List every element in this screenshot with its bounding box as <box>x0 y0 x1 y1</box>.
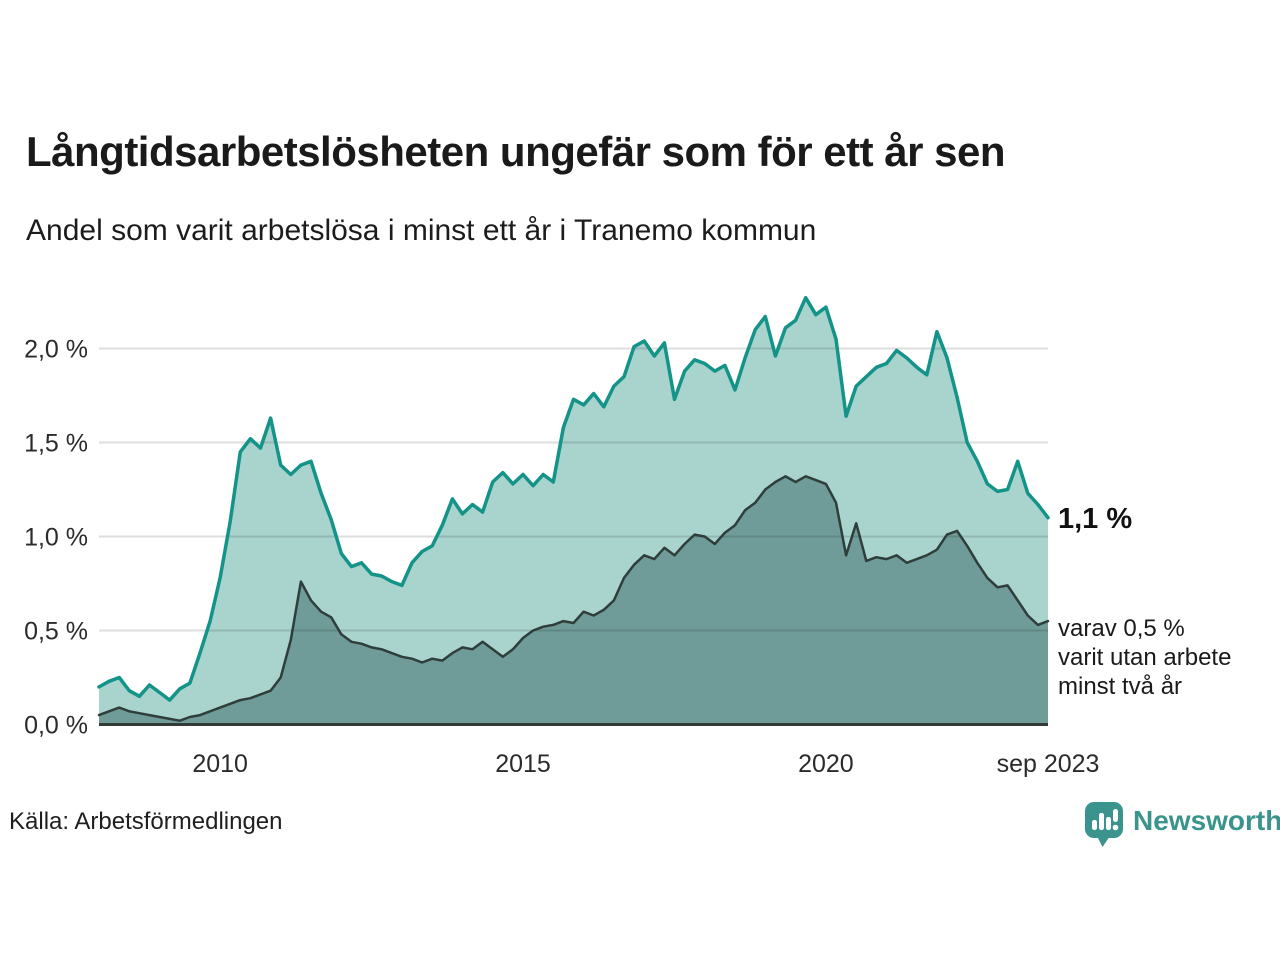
chart-title: Långtidsarbetslösheten ungefär som för e… <box>26 128 1006 175</box>
series-line-one-year <box>97 295 1050 702</box>
two-year-note: varav 0,5 % varit utan arbete minst två … <box>1058 615 1232 700</box>
series-line-two-years <box>97 475 1050 722</box>
x-axis-label: 2020 <box>798 750 854 778</box>
newsworthy-logo: Newsworthy <box>1084 801 1280 848</box>
series-area-two-years <box>99 476 1048 725</box>
newsworthy-wordmark: Newsworthy <box>1133 805 1280 836</box>
x-axis-label: 2015 <box>495 750 551 778</box>
newsworthy-icon <box>1085 802 1123 847</box>
source-label: Källa: Arbetsförmedlingen <box>9 808 283 835</box>
chart-subtitle: Andel som varit arbetslösa i minst ett å… <box>26 214 817 247</box>
y-axis-label: 1,5 % <box>24 430 88 458</box>
latest-value-label: 1,1 % <box>1058 503 1133 535</box>
x-axis-label: sep 2023 <box>997 750 1100 778</box>
y-axis-label: 1,0 % <box>24 524 88 552</box>
y-axis-label: 0,0 % <box>24 712 88 740</box>
y-axis-label: 2,0 % <box>24 336 88 364</box>
x-axis-label: 2010 <box>192 750 248 778</box>
y-axis-label: 0,5 % <box>24 618 88 646</box>
